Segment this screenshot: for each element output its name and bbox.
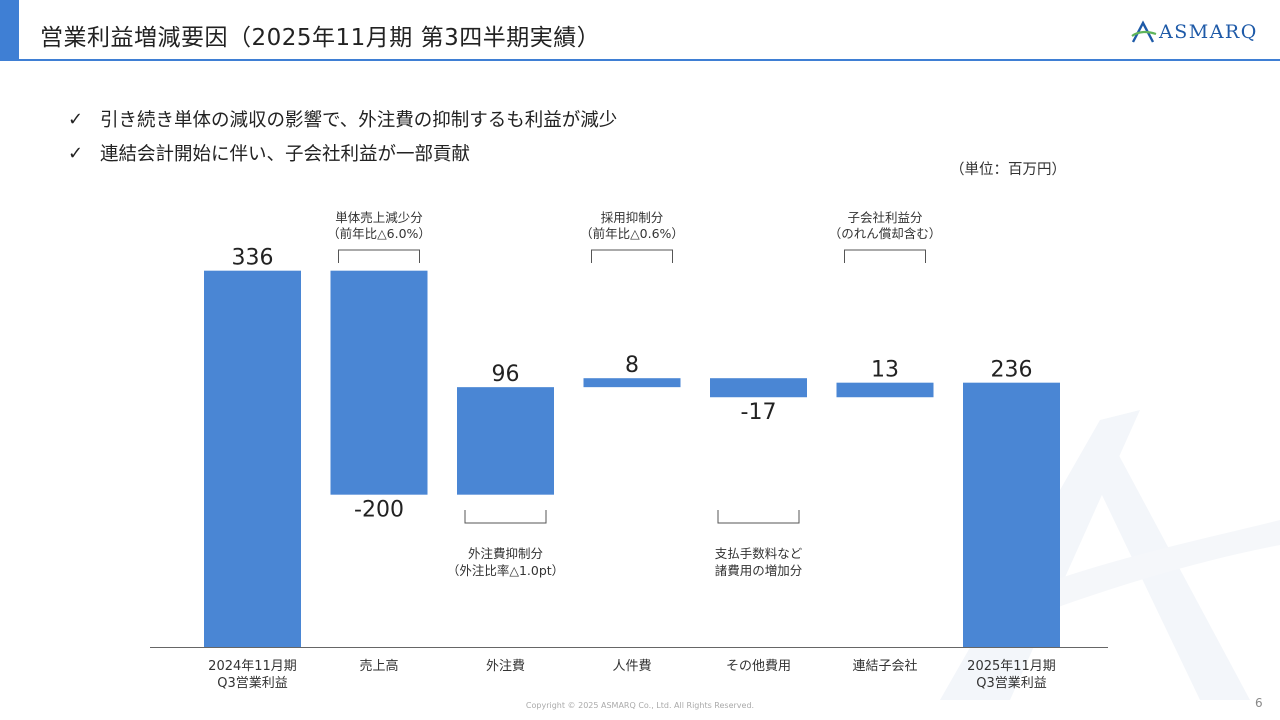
annotation-bracket: [338, 249, 420, 263]
annotation-bracket: [591, 249, 673, 263]
x-tick-label: Q3営業利益: [976, 675, 1047, 691]
check-icon: ✓: [68, 142, 84, 164]
logo-mark-icon: [1131, 20, 1157, 43]
annotation-label: 採用抑制分: [601, 210, 664, 225]
x-tick-label: Q3営業利益: [217, 675, 288, 691]
waterfall-bar: [457, 387, 554, 495]
annotation-label: 外注費抑制分: [468, 546, 543, 561]
data-label: 236: [991, 358, 1033, 383]
page-number: 6: [1255, 696, 1263, 710]
annotation-label: （前年比△6.0%）: [327, 226, 431, 241]
data-label: 8: [625, 353, 639, 378]
logo-text: ASMARQ: [1159, 21, 1258, 43]
waterfall-bar: [330, 270, 428, 495]
check-icon: ✓: [68, 108, 84, 130]
bullet-text: 連結会計開始に伴い、子会社利益が一部貢献: [100, 144, 471, 165]
annotation-label: 単体売上減少分: [335, 210, 423, 225]
waterfall-bar: [204, 270, 301, 647]
header-accent-bar: [0, 0, 19, 60]
bullet-text: 引き続き単体の減収の影響で、外注費の抑制するも利益が減少: [100, 110, 618, 131]
x-tick-label: 連結子会社: [852, 658, 917, 674]
waterfall-bar: [836, 382, 934, 398]
annotation-bracket: [844, 249, 926, 263]
data-label: 13: [871, 358, 899, 383]
x-tick-label: 人件費: [612, 659, 651, 674]
data-label: 336: [232, 246, 274, 271]
data-label: -200: [354, 498, 404, 523]
page-title: 営業利益増減要因（2025年11月期 第3四半期実績）: [40, 25, 601, 51]
annotation-label: （前年比△0.6%）: [580, 226, 684, 241]
annotation-label: 諸費用の増加分: [715, 563, 803, 578]
x-tick-label: 外注費: [486, 659, 525, 674]
header-divider: [0, 59, 1280, 61]
x-tick-label: 売上高: [359, 658, 398, 674]
annotation-bracket: [717, 510, 800, 524]
copyright-text: Copyright © 2025 ASMARQ Co., Ltd. All Ri…: [525, 701, 755, 710]
annotation-label: （外注比率△1.0pt）: [447, 563, 564, 578]
waterfall-bar: [710, 378, 807, 398]
unit-label: （単位：百万円）: [950, 162, 1066, 178]
data-label: 96: [492, 362, 520, 387]
data-label: -17: [741, 400, 777, 425]
annotation-label: 子会社利益分: [847, 210, 922, 225]
annotation-label: （のれん償却含む）: [829, 226, 942, 241]
waterfall-bar: [963, 382, 1060, 647]
x-tick-label: 2025年11月期: [967, 659, 1056, 674]
bullet-item: ✓ 連結会計開始に伴い、子会社利益が一部貢献: [68, 136, 617, 170]
x-tick-label: 2024年11月期: [208, 659, 297, 674]
waterfall-bar: [583, 378, 681, 388]
bullet-list: ✓ 引き続き単体の減収の影響で、外注費の抑制するも利益が減少 ✓ 連結会計開始に…: [68, 102, 617, 170]
annotation-bracket: [464, 510, 547, 524]
bullet-item: ✓ 引き続き単体の減収の影響で、外注費の抑制するも利益が減少: [68, 102, 617, 136]
company-logo: ASMARQ: [1131, 20, 1258, 44]
x-tick-label: その他費用: [726, 659, 791, 674]
annotation-label: 支払手数料など: [715, 546, 803, 561]
